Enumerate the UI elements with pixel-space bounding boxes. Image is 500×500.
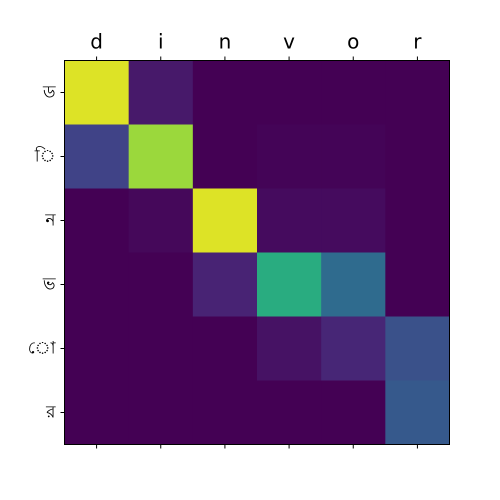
heatmap-cell: [128, 124, 194, 189]
heatmap-cell: [385, 252, 450, 317]
heatmap-cell: [321, 316, 386, 381]
heatmap-cell: [64, 316, 130, 381]
heatmap-cell: [192, 188, 258, 253]
heatmap-cell: [64, 124, 130, 189]
y-tick-label: ি: [34, 146, 56, 167]
plot-frame: [64, 60, 450, 445]
heatmap-cell: [257, 252, 322, 317]
heatmap-cell: [385, 124, 450, 189]
heatmap-cell: [321, 60, 386, 125]
heatmap-cells: [64, 60, 450, 445]
y-tick-label: ো: [28, 339, 57, 359]
heatmap-cell: [128, 316, 194, 381]
heatmap-cell: [192, 380, 258, 445]
heatmap-cell: [192, 124, 258, 189]
heatmap-cell: [128, 60, 194, 125]
heatmap-cell: [385, 316, 450, 381]
heatmap-cell: [128, 188, 194, 253]
heatmap-cell: [128, 380, 194, 445]
x-tick-label: i: [158, 30, 164, 54]
x-tick-label: r: [413, 30, 422, 54]
heatmap-cell: [257, 124, 322, 189]
heatmap-cell: [192, 60, 258, 125]
heatmap-cell: [385, 60, 450, 125]
y-tick-label: র: [45, 403, 56, 423]
x-tick-label: n: [219, 30, 232, 54]
heatmap-cell: [192, 316, 258, 381]
x-tick-label: v: [283, 30, 295, 54]
x-tick-label: d: [90, 30, 103, 54]
axis-ticks: [60, 56, 418, 449]
heatmap-cell: [192, 252, 258, 317]
heatmap-cell: [385, 380, 450, 445]
heatmap-cell: [321, 188, 386, 253]
heatmap-cell: [64, 60, 130, 125]
heatmap-cell: [64, 380, 130, 445]
heatmap-cell: [321, 380, 386, 445]
heatmap-cell: [385, 188, 450, 253]
heatmap-cell: [257, 316, 322, 381]
y-tick-label: ড: [42, 83, 56, 103]
heatmap-cell: [257, 60, 322, 125]
heatmap-cell: [128, 252, 194, 317]
heatmap-cell: [257, 188, 322, 253]
heatmap-cell: [64, 188, 130, 253]
y-tick-label: ন: [44, 211, 56, 231]
heatmap-cell: [257, 380, 322, 445]
x-tick-label: o: [347, 30, 359, 54]
heatmap-cell: [64, 252, 130, 317]
heatmap-cell: [321, 252, 386, 317]
heatmap-cell: [321, 124, 386, 189]
y-tick-label: ভ: [42, 275, 56, 295]
y-tick-labels: ডি ন ভো র: [28, 83, 57, 423]
